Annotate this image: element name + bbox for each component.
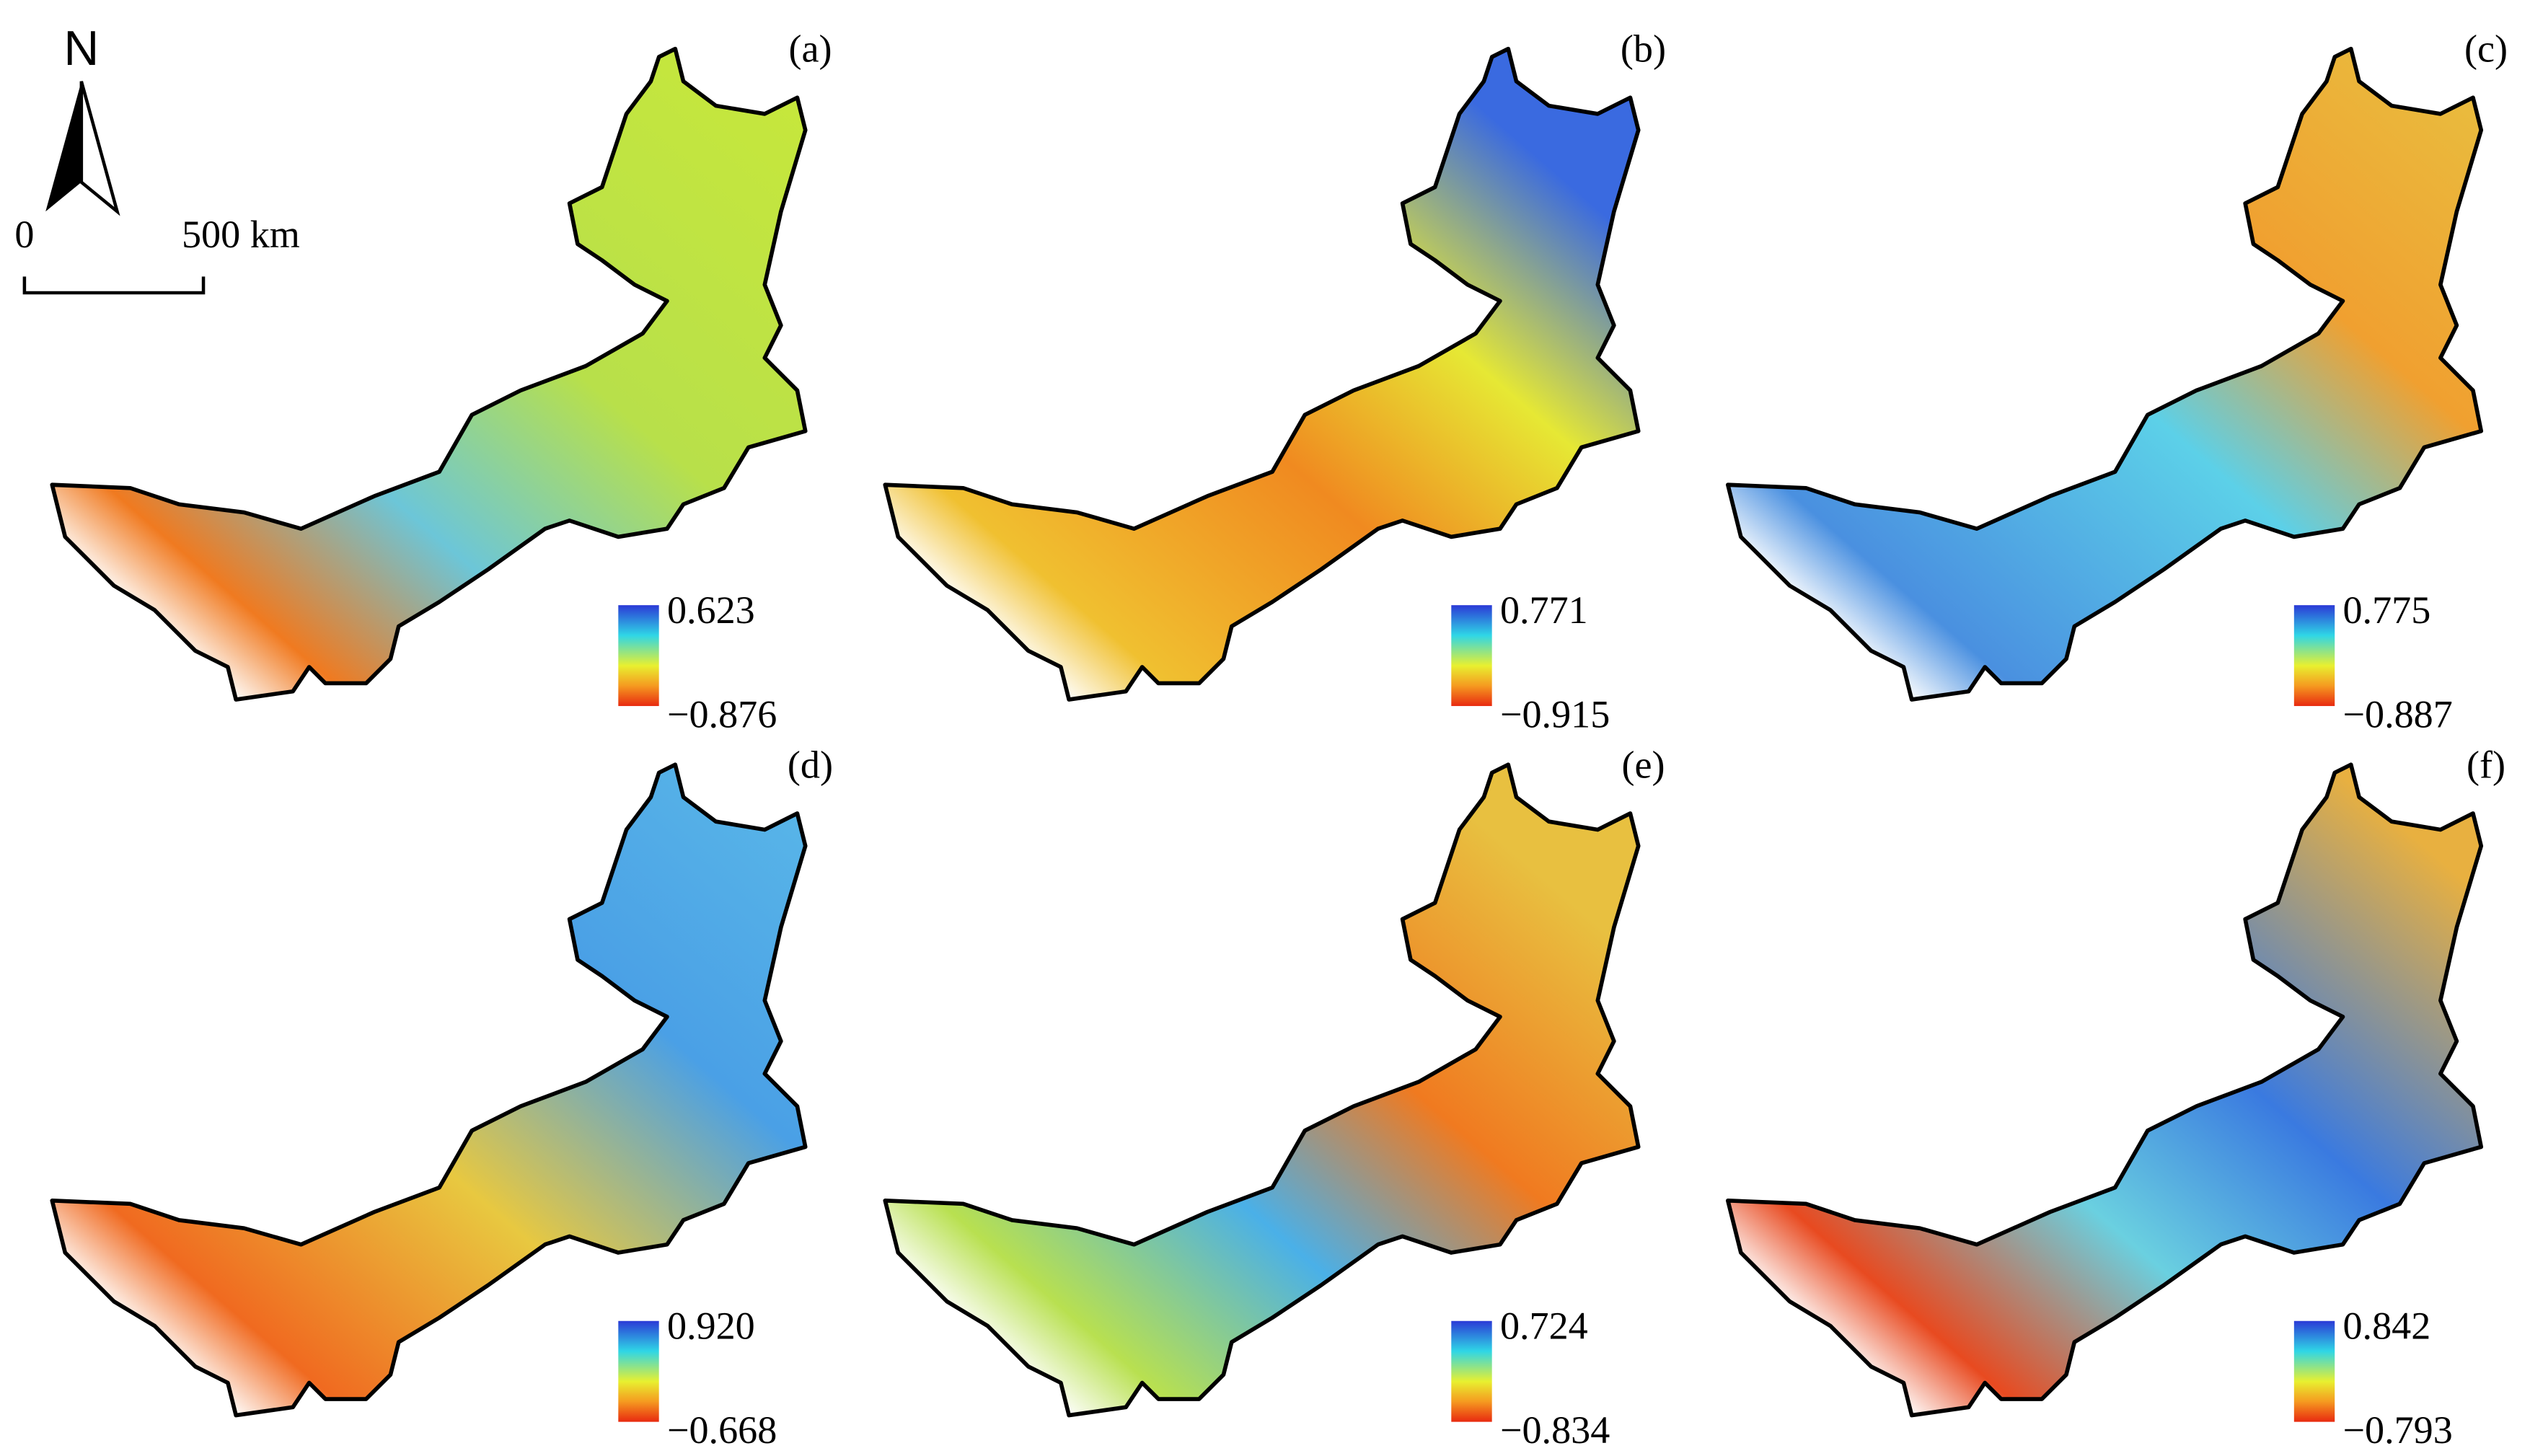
north-arrow: N 0 500 km bbox=[14, 22, 300, 295]
legend-min: −0.793 bbox=[2343, 1408, 2453, 1452]
north-label: N bbox=[63, 22, 99, 76]
legend-min: −0.876 bbox=[667, 692, 777, 736]
panel-label: (b) bbox=[1621, 27, 1666, 71]
legend-min: −0.915 bbox=[1500, 692, 1610, 736]
legend-max: 0.724 bbox=[1500, 1305, 1588, 1348]
legend-min: −0.668 bbox=[667, 1408, 777, 1452]
colorbar bbox=[1451, 605, 1492, 707]
map-panel: (b) 0.771 −0.915 bbox=[885, 27, 1666, 736]
legend-max: 0.771 bbox=[1500, 588, 1588, 632]
scale-start: 0 bbox=[14, 213, 34, 256]
map-panel: (e) 0.724 −0.834 bbox=[885, 743, 1665, 1452]
colorbar bbox=[618, 1320, 659, 1422]
legend-min: −0.834 bbox=[1500, 1408, 1610, 1452]
legend-min: −0.887 bbox=[2343, 692, 2453, 736]
panel-label: (f) bbox=[2467, 743, 2505, 786]
panel-label: (d) bbox=[788, 743, 833, 786]
colorbar bbox=[1451, 1320, 1492, 1422]
legend-max: 0.842 bbox=[2343, 1305, 2431, 1348]
panel-label: (c) bbox=[2464, 27, 2508, 71]
panel-label: (e) bbox=[1621, 743, 1665, 786]
map-panel: (a) 0.623 −0.876 bbox=[52, 27, 832, 736]
legend-max: 0.623 bbox=[667, 588, 755, 632]
colorbar bbox=[618, 605, 659, 707]
scale-end: 500 km bbox=[182, 213, 300, 256]
legend-max: 0.775 bbox=[2343, 588, 2431, 632]
legend-max: 0.920 bbox=[667, 1305, 755, 1348]
colorbar bbox=[2293, 605, 2335, 707]
panel-label: (a) bbox=[788, 27, 832, 71]
map-panel: (f) 0.842 −0.793 bbox=[1728, 743, 2505, 1452]
map-panel: (d) 0.920 −0.668 bbox=[52, 743, 833, 1452]
map-panel: (c) 0.775 −0.887 bbox=[1728, 27, 2508, 736]
colorbar bbox=[2293, 1320, 2335, 1422]
